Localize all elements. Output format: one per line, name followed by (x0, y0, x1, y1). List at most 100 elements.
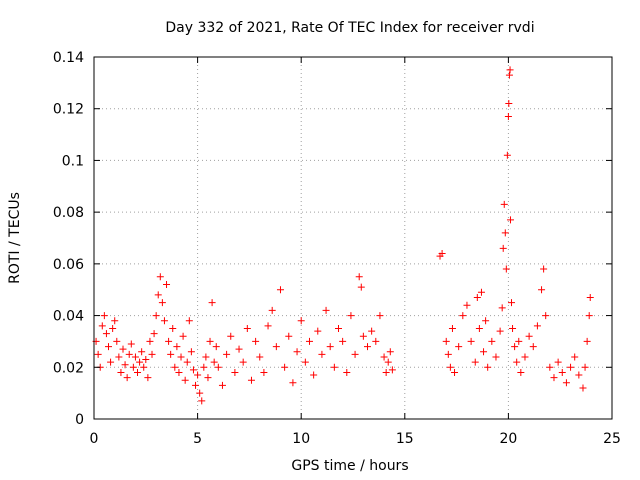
data-point (355, 273, 363, 281)
data-point (484, 363, 492, 371)
data-point (167, 350, 175, 358)
data-point (119, 345, 127, 353)
data-point (194, 371, 202, 379)
x-tick-label: 25 (603, 431, 621, 447)
data-point (206, 337, 214, 345)
data-point (471, 358, 479, 366)
data-point (152, 312, 160, 320)
data-point (506, 216, 514, 224)
data-point (181, 376, 189, 384)
data-point (239, 358, 247, 366)
data-point (533, 322, 541, 330)
data-point (218, 381, 226, 389)
data-point (515, 337, 523, 345)
y-tick-label: 0.08 (53, 205, 84, 221)
data-point (330, 363, 338, 371)
data-point (322, 306, 330, 314)
plot-frame (93, 56, 613, 420)
data-point (154, 291, 162, 299)
y-tick-label: 0.12 (53, 102, 84, 118)
x-axis-title: GPS time / hours (291, 458, 408, 474)
data-point (156, 273, 164, 281)
data-point (357, 283, 365, 291)
data-point (386, 348, 394, 356)
data-point (163, 281, 171, 289)
data-point (113, 337, 121, 345)
data-point (131, 353, 139, 361)
data-point (136, 358, 144, 366)
data-point (372, 337, 380, 345)
data-point (268, 306, 276, 314)
data-point (505, 100, 513, 108)
data-point (558, 368, 566, 376)
data-point (310, 371, 318, 379)
data-point (264, 322, 272, 330)
data-point (451, 368, 459, 376)
data-point (554, 358, 562, 366)
data-point (247, 376, 255, 384)
data-point (364, 343, 372, 351)
data-point (148, 350, 156, 358)
data-point (260, 368, 268, 376)
y-tick-label: 0.14 (53, 50, 84, 66)
data-point (448, 325, 456, 332)
data-point (475, 325, 483, 332)
data-point (508, 299, 516, 307)
data-point (501, 229, 509, 237)
data-point (459, 312, 467, 320)
data-point (473, 293, 481, 301)
data-point (384, 358, 392, 366)
data-point (583, 337, 591, 345)
data-point (117, 368, 125, 376)
data-point (368, 327, 376, 335)
data-point (351, 350, 359, 358)
x-tick-label: 10 (292, 431, 310, 447)
data-point (509, 325, 517, 332)
data-point (511, 343, 519, 351)
data-point (125, 350, 133, 358)
data-point (575, 371, 583, 379)
data-point (146, 337, 154, 345)
data-point (204, 374, 212, 382)
data-point (442, 337, 450, 345)
data-point (388, 366, 396, 374)
data-point (175, 368, 183, 376)
data-point (214, 363, 222, 371)
y-tick-label: 0.04 (53, 309, 84, 325)
data-point (109, 325, 117, 332)
data-point (505, 71, 513, 79)
data-point (496, 327, 504, 335)
data-point (318, 350, 326, 358)
data-point (567, 363, 575, 371)
data-point (455, 343, 463, 351)
data-point (380, 353, 388, 361)
y-tick-label: 0 (75, 412, 84, 428)
data-point (173, 343, 181, 351)
data-point (376, 312, 384, 320)
data-point (297, 317, 305, 325)
data-point (513, 358, 521, 366)
y-axis-title: ROTI / TECUs (7, 192, 23, 284)
data-point (446, 363, 454, 371)
data-point (281, 363, 289, 371)
data-point (550, 374, 558, 382)
data-point (140, 363, 148, 371)
data-point (200, 363, 208, 371)
data-point (502, 265, 510, 273)
x-tick-label: 0 (90, 431, 99, 447)
data-point (189, 366, 197, 374)
data-point (301, 358, 309, 366)
grid-lines (94, 57, 612, 419)
data-point (208, 299, 216, 307)
data-points (92, 66, 594, 405)
data-point (171, 363, 179, 371)
data-point (107, 358, 115, 366)
data-point (223, 350, 231, 358)
data-point (187, 348, 195, 356)
data-point (477, 288, 485, 296)
data-point (521, 353, 529, 361)
data-point (129, 363, 137, 371)
data-point (343, 368, 351, 376)
data-point (546, 363, 554, 371)
data-point (444, 350, 452, 358)
